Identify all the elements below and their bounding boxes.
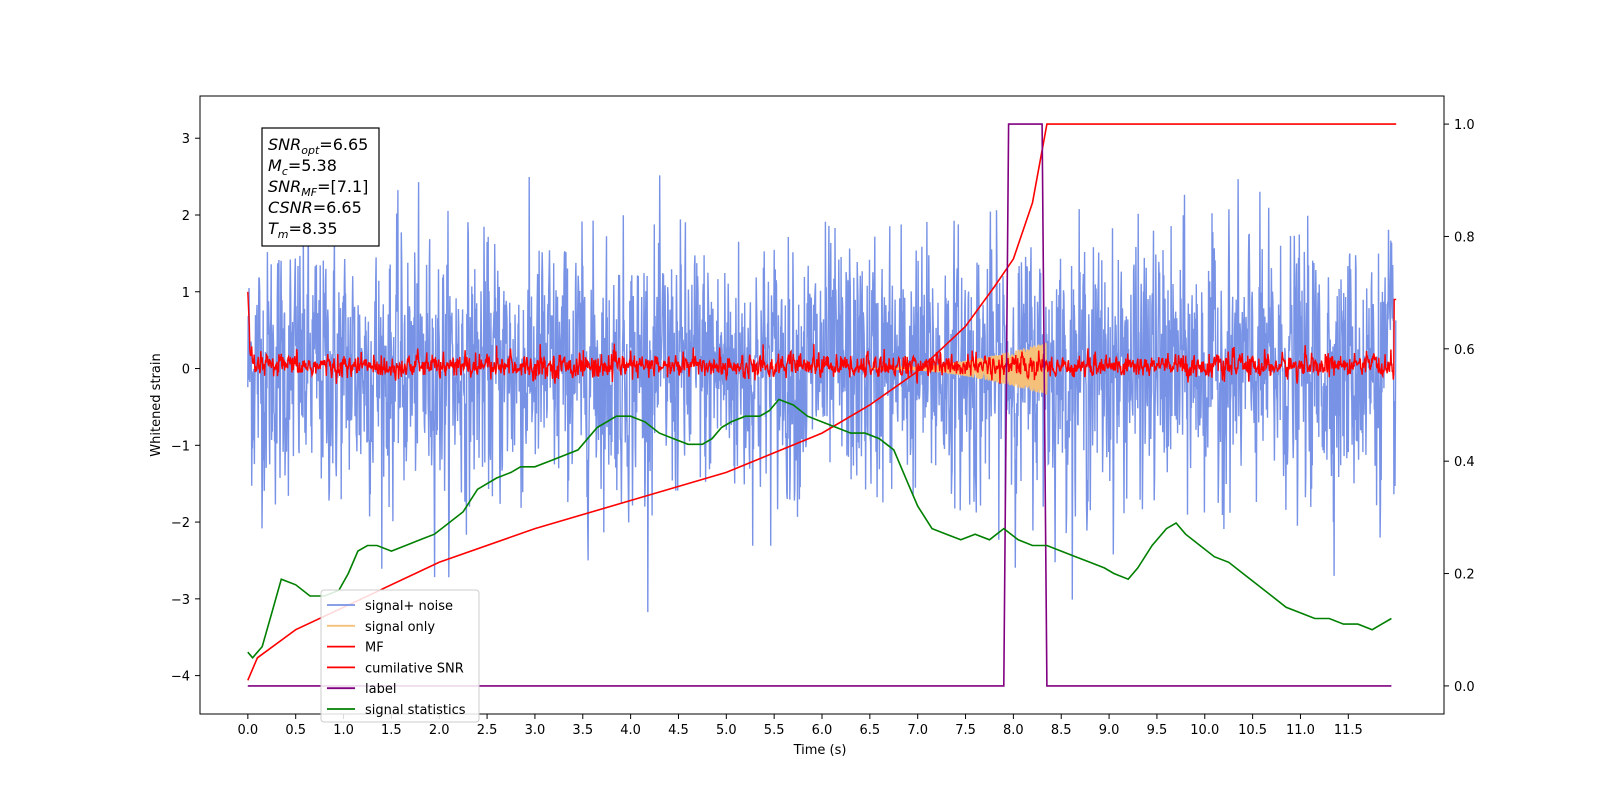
x-tick-label: 0.5 (285, 723, 306, 738)
annotation-line: CSNR=6.65 (268, 198, 362, 217)
y2-tick-label: 0.0 (1454, 680, 1475, 695)
legend-label: signal+ noise (365, 599, 453, 614)
x-tick-label: 7.5 (955, 723, 976, 738)
annotation-subscript: opt (301, 144, 320, 157)
annotation-value: =8.35 (289, 219, 338, 238)
x-tick-label: 5.5 (764, 723, 785, 738)
y-tick-label: 0 (182, 363, 190, 378)
annotation-line: Tm=8.35 (268, 219, 338, 241)
annotation-symbol: SNR (268, 177, 301, 196)
y-axis-label: Whitened strain (149, 353, 164, 456)
x-tick-label: 9.0 (1099, 723, 1120, 738)
annotation-subscript: MF (301, 186, 317, 199)
x-axis-label: Time (s) (793, 743, 847, 758)
y2-tick-label: 0.4 (1454, 455, 1475, 470)
x-tick-label: 6.5 (860, 723, 881, 738)
x-tick-label: 6.0 (812, 723, 833, 738)
annotation-value: =6.65 (313, 198, 362, 217)
y2-tick-label: 0.6 (1454, 343, 1475, 358)
legend-label: label (365, 682, 396, 697)
x-tick-label: 9.5 (1147, 723, 1168, 738)
x-tick-label: 1.0 (333, 723, 354, 738)
annotation-symbol: CSNR (268, 198, 313, 217)
y2-tick-label: 0.2 (1454, 568, 1475, 583)
y-tick-label: −3 (171, 593, 190, 608)
legend-label: signal statistics (365, 703, 466, 718)
legend-label: cumilative SNR (365, 661, 464, 676)
y-tick-label: −4 (171, 670, 190, 685)
x-tick-label: 8.0 (1003, 723, 1024, 738)
series-label (247, 123, 1392, 687)
legend-label: MF (365, 641, 384, 656)
x-tick-label: 3.5 (572, 723, 593, 738)
x-tick-label: 8.5 (1051, 723, 1072, 738)
x-tick-label: 0.0 (238, 723, 259, 738)
y-axis-right: 1.0 0.8 0.6 0.4 0.2 0.0 (1444, 118, 1475, 695)
annotation-line: Mc=5.38 (268, 156, 337, 178)
x-tick-label: 3.0 (525, 723, 546, 738)
x-tick-label: 1.5 (381, 723, 402, 738)
annotation-symbol: SNR (268, 135, 301, 154)
annotation-line: SNRMF=[7.1] (268, 177, 368, 199)
y-tick-label: −2 (171, 516, 190, 531)
x-tick-label: 11.0 (1286, 723, 1315, 738)
x-tick-label: 2.0 (429, 723, 450, 738)
annotation-symbol: T (268, 219, 279, 238)
annotation-value: =6.65 (319, 135, 368, 154)
annotation-box: SNRopt=6.65Mc=5.38SNRMF=[7.1]CSNR=6.65Tm… (261, 127, 380, 247)
x-axis: 0.0 0.5 1.0 1.5 2.0 2.5 3.0 3.5 4.0 4.5 5.0 5.5 6.0 6… (238, 714, 1363, 738)
series-mf (247, 291, 1397, 384)
y-tick-label: 2 (182, 209, 190, 224)
y-tick-label: 3 (182, 132, 190, 147)
x-tick-label: 7.0 (907, 723, 928, 738)
x-tick-label: 4.0 (620, 723, 641, 738)
annotation-subscript: c (282, 165, 288, 178)
annotation-symbol: M (268, 156, 282, 175)
legend: signal+ noise signal only MF cumilative SNR… (320, 589, 480, 723)
x-tick-label: 5.0 (716, 723, 737, 738)
y-axis-left: 3 2 1 0 −1 −2 −3 −4 (171, 132, 200, 685)
annotation-value: =[7.1] (317, 177, 368, 196)
y2-tick-label: 0.8 (1454, 230, 1475, 245)
annotation-line: SNRopt=6.65 (268, 135, 368, 157)
y2-tick-label: 1.0 (1454, 118, 1475, 133)
x-tick-label: 11.5 (1334, 723, 1363, 738)
annotation-value: =5.38 (288, 156, 337, 175)
x-tick-label: 10.5 (1238, 723, 1267, 738)
legend-label: signal only (365, 620, 435, 635)
y-tick-label: 1 (182, 286, 190, 301)
x-tick-label: 10.0 (1190, 723, 1219, 738)
series-signal-noise (247, 175, 1397, 613)
annotation-frame (261, 127, 380, 247)
y-tick-label: −1 (171, 439, 190, 454)
x-tick-label: 4.5 (668, 723, 689, 738)
x-tick-label: 2.5 (477, 723, 498, 738)
legend-frame (320, 589, 480, 723)
series-signal-statistics (247, 398, 1392, 660)
annotation-subscript: m (278, 228, 289, 241)
